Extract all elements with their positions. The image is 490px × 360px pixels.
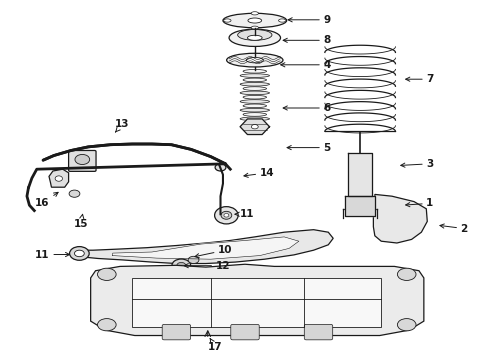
Ellipse shape: [248, 18, 262, 23]
Ellipse shape: [240, 100, 270, 103]
Polygon shape: [373, 194, 427, 243]
Text: 14: 14: [244, 168, 274, 178]
Ellipse shape: [238, 30, 272, 40]
Ellipse shape: [98, 319, 116, 331]
Text: 17: 17: [208, 338, 223, 352]
Polygon shape: [91, 264, 424, 336]
Ellipse shape: [370, 212, 375, 215]
Ellipse shape: [240, 108, 270, 112]
Polygon shape: [240, 119, 270, 135]
Ellipse shape: [251, 125, 258, 129]
Text: 3: 3: [401, 159, 434, 169]
Ellipse shape: [394, 224, 398, 226]
Ellipse shape: [223, 13, 287, 28]
Ellipse shape: [224, 213, 229, 217]
Ellipse shape: [397, 319, 416, 331]
Ellipse shape: [55, 176, 62, 181]
Ellipse shape: [375, 203, 409, 229]
Ellipse shape: [240, 91, 270, 95]
Text: 5: 5: [287, 143, 331, 153]
Text: 15: 15: [74, 214, 88, 229]
Ellipse shape: [246, 57, 264, 63]
Ellipse shape: [229, 29, 281, 46]
Ellipse shape: [397, 268, 416, 280]
Polygon shape: [49, 169, 69, 187]
Ellipse shape: [74, 250, 84, 257]
Ellipse shape: [384, 210, 401, 222]
Ellipse shape: [70, 247, 89, 260]
Text: 6: 6: [283, 103, 331, 113]
Ellipse shape: [380, 209, 383, 212]
Ellipse shape: [403, 215, 407, 217]
Ellipse shape: [243, 69, 267, 73]
Text: 4: 4: [281, 60, 331, 70]
Ellipse shape: [221, 211, 232, 219]
Ellipse shape: [69, 190, 80, 197]
FancyBboxPatch shape: [231, 324, 259, 340]
Ellipse shape: [247, 35, 262, 40]
Ellipse shape: [240, 117, 270, 121]
Ellipse shape: [215, 164, 226, 171]
Text: 7: 7: [406, 74, 434, 84]
Text: 16: 16: [35, 192, 58, 208]
Text: 2: 2: [440, 224, 468, 234]
Ellipse shape: [98, 268, 116, 280]
Ellipse shape: [394, 206, 398, 208]
FancyBboxPatch shape: [304, 324, 333, 340]
Ellipse shape: [278, 19, 286, 22]
Polygon shape: [132, 278, 381, 327]
Ellipse shape: [251, 12, 259, 15]
Ellipse shape: [177, 262, 186, 268]
Text: 13: 13: [115, 119, 130, 132]
Ellipse shape: [243, 104, 267, 108]
Ellipse shape: [226, 53, 283, 67]
Ellipse shape: [243, 78, 267, 82]
Ellipse shape: [188, 256, 199, 264]
Ellipse shape: [240, 82, 270, 86]
Ellipse shape: [215, 207, 238, 224]
Text: 11: 11: [35, 249, 70, 260]
Text: 12: 12: [184, 261, 230, 271]
Text: 9: 9: [288, 15, 331, 25]
Ellipse shape: [251, 26, 259, 30]
FancyBboxPatch shape: [69, 150, 96, 171]
Text: 8: 8: [283, 35, 331, 45]
Polygon shape: [113, 237, 299, 259]
Ellipse shape: [172, 259, 191, 271]
Text: 11: 11: [235, 209, 255, 219]
Ellipse shape: [75, 154, 90, 165]
Polygon shape: [348, 153, 372, 196]
Ellipse shape: [243, 113, 267, 116]
Ellipse shape: [243, 87, 267, 90]
Polygon shape: [71, 230, 333, 264]
Text: 10: 10: [195, 245, 233, 258]
Ellipse shape: [345, 212, 350, 215]
FancyBboxPatch shape: [162, 324, 191, 340]
Ellipse shape: [223, 19, 231, 22]
Ellipse shape: [215, 212, 226, 220]
Ellipse shape: [243, 95, 267, 99]
Ellipse shape: [240, 74, 270, 77]
Polygon shape: [345, 196, 375, 216]
Ellipse shape: [380, 220, 383, 223]
Text: 1: 1: [406, 198, 434, 208]
